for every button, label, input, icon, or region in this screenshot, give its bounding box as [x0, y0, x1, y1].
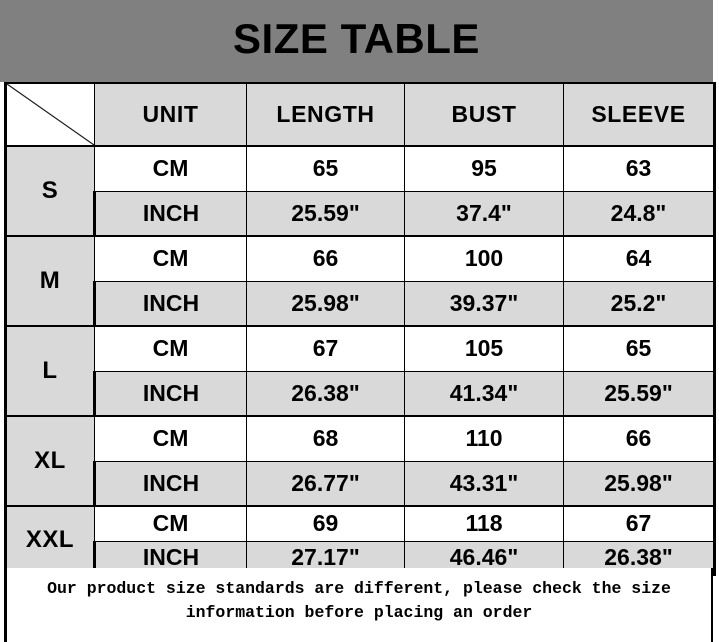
value-length-inch: 25.98" [246, 280, 405, 327]
table-row: L CM 67 105 65 [4, 325, 716, 417]
value-bust-inch: 43.31" [404, 460, 564, 507]
value-sleeve-cm: 65 [563, 325, 716, 372]
table-row: INCH 26.38" 41.34" 25.59" [6, 370, 716, 417]
value-length-cm: 69 [246, 505, 405, 542]
size-label-s: S [4, 145, 95, 237]
diagonal-slash-icon [4, 82, 95, 147]
value-length-cm: 67 [246, 325, 405, 372]
unit-cell-inch: INCH [93, 190, 247, 237]
value-bust-inch: 37.4" [404, 190, 564, 237]
column-header-sleeve: SLEEVE [563, 82, 716, 147]
table-row: M CM 66 100 64 [4, 235, 716, 327]
size-label-m: M [4, 235, 95, 327]
value-bust-cm: 118 [404, 505, 564, 542]
value-bust-cm: 105 [404, 325, 564, 372]
value-sleeve-inch: 24.8" [563, 190, 716, 237]
value-length-cm: 65 [246, 145, 405, 192]
unit-cell-cm: CM [94, 145, 247, 192]
table-row: INCH 25.59" 37.4" 24.8" [6, 190, 716, 237]
value-sleeve-cm: 63 [563, 145, 716, 192]
value-length-inch: 25.59" [246, 190, 405, 237]
size-label-xl: XL [4, 415, 95, 507]
footer-note: Our product size standards are different… [4, 568, 713, 642]
size-chart-table: UNIT LENGTH BUST SLEEVE S CM 65 95 63 IN… [4, 82, 716, 576]
table-row: S CM 65 95 63 [4, 145, 716, 237]
unit-cell-cm: CM [94, 325, 247, 372]
unit-cell-inch: INCH [93, 460, 247, 507]
value-sleeve-cm: 64 [563, 235, 716, 282]
page-title: SIZE TABLE [233, 15, 480, 62]
table-row: XXL CM 69 118 67 [4, 505, 716, 575]
size-label-xxl: XXL [4, 505, 95, 575]
column-header-unit: UNIT [94, 82, 247, 147]
value-sleeve-inch: 25.98" [563, 460, 716, 507]
value-sleeve-inch: 25.2" [563, 280, 716, 327]
title-band: SIZE TABLE [0, 0, 713, 82]
value-length-inch: 26.38" [246, 370, 405, 417]
value-bust-inch: 41.34" [404, 370, 564, 417]
value-bust-inch: 39.37" [404, 280, 564, 327]
table-header-row: UNIT LENGTH BUST SLEEVE [4, 82, 716, 147]
table-row: XL CM 68 110 66 [4, 415, 716, 507]
unit-cell-inch: INCH [93, 370, 247, 417]
unit-cell-cm: CM [94, 505, 247, 542]
unit-cell-inch: INCH [93, 280, 247, 327]
value-sleeve-cm: 67 [563, 505, 716, 542]
unit-cell-cm: CM [94, 415, 247, 462]
column-header-bust: BUST [404, 82, 564, 147]
column-header-length: LENGTH [246, 82, 405, 147]
size-label-l: L [4, 325, 95, 417]
value-sleeve-cm: 66 [563, 415, 716, 462]
table-row: INCH 25.98" 39.37" 25.2" [6, 280, 716, 327]
value-length-cm: 68 [246, 415, 405, 462]
value-bust-cm: 100 [404, 235, 564, 282]
value-sleeve-inch: 25.59" [563, 370, 716, 417]
table-row: INCH 26.77" 43.31" 25.98" [6, 460, 716, 507]
value-length-cm: 66 [246, 235, 405, 282]
unit-cell-cm: CM [94, 235, 247, 282]
value-bust-cm: 95 [404, 145, 564, 192]
value-length-inch: 26.77" [246, 460, 405, 507]
footer-note-text: Our product size standards are different… [47, 579, 671, 622]
value-bust-cm: 110 [404, 415, 564, 462]
